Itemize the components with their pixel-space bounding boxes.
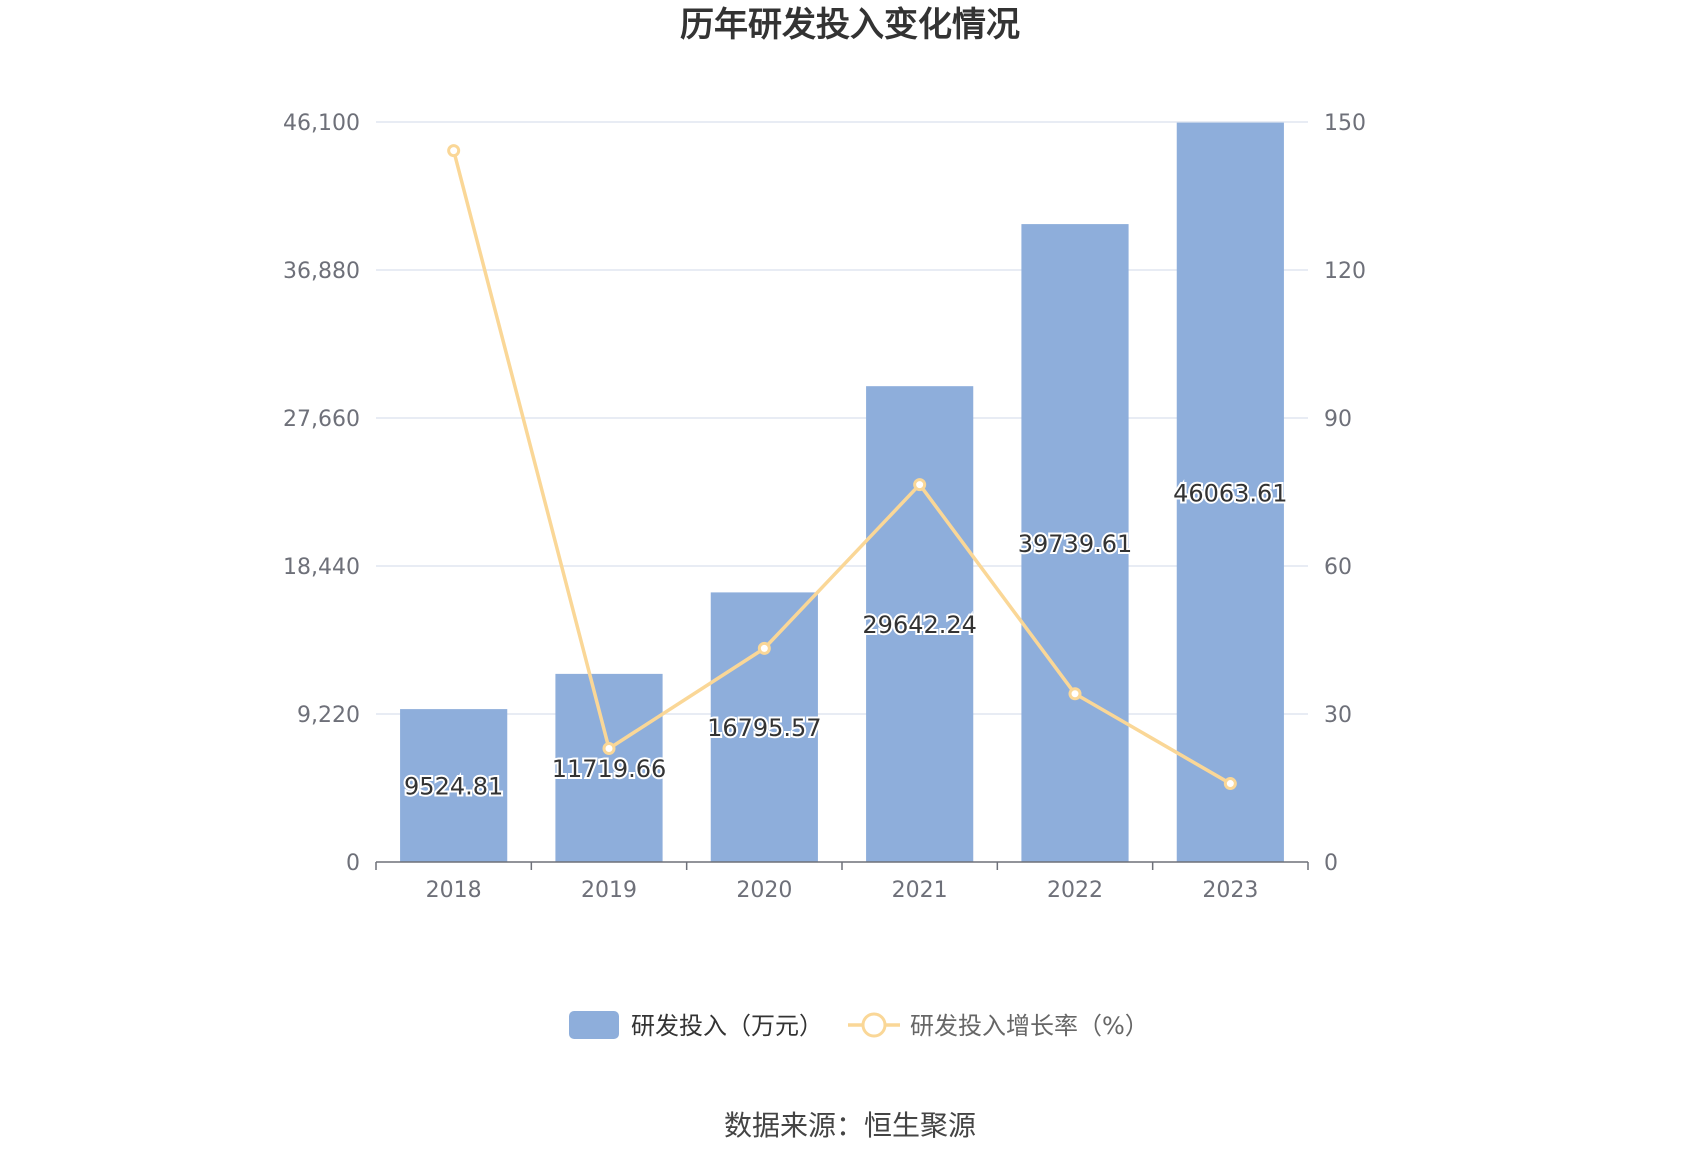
line-point[interactable]: [1223, 777, 1237, 791]
y-left-tick-label: 9,220: [297, 703, 360, 728]
y-right-tick-label: 120: [1324, 259, 1366, 284]
line-point[interactable]: [447, 144, 461, 158]
y-left-tick-label: 18,440: [283, 555, 360, 580]
bar[interactable]: [400, 709, 508, 862]
bar[interactable]: [1176, 122, 1284, 863]
x-tick-label: 2018: [426, 878, 482, 903]
bar[interactable]: [555, 673, 663, 862]
growth-rate-line: [451, 150, 1232, 786]
bar-data-label: 11719.66: [552, 755, 667, 783]
y-left-tick-label: 0: [346, 851, 360, 876]
line-series: [447, 144, 1237, 791]
line-point[interactable]: [602, 742, 616, 756]
line-point[interactable]: [757, 641, 771, 655]
x-tick-label: 2020: [736, 878, 792, 903]
data-source-note: 数据来源：恒生聚源: [724, 1109, 976, 1142]
y-right-tick-label: 30: [1324, 703, 1352, 728]
legend-swatch-marker: [861, 1012, 887, 1038]
x-tick-label: 2023: [1202, 878, 1258, 903]
grid-lines: [376, 121, 1308, 715]
x-tick-label: 2019: [581, 878, 637, 903]
bar-series: [400, 122, 1284, 863]
legend-item-growth-rate[interactable]: 研发投入增长率（%）: [848, 1012, 1149, 1040]
legend-label: 研发投入（万元）: [631, 1012, 823, 1040]
y-right-tick-label: 90: [1324, 407, 1352, 432]
axes: 0 9,220 18,440 27,660 36,880 46,100 0 30 60 90 120…: [283, 111, 1366, 903]
line-point[interactable]: [1068, 687, 1082, 701]
bar[interactable]: [866, 386, 974, 862]
y-left-tick-label: 27,660: [283, 407, 360, 432]
legend[interactable]: 研发投入（万元） 研发投入增长率（%）: [569, 1011, 1149, 1040]
y-left-tick-label: 46,100: [283, 111, 360, 136]
data-labels: 9524.81 11719.66 16795.57 29642.24 39739.61 4…: [402, 477, 1290, 802]
bar-data-label: 46063.61: [1173, 479, 1288, 507]
line-point[interactable]: [913, 478, 927, 492]
bar-data-label: 29642.24: [862, 611, 977, 639]
bar[interactable]: [710, 592, 818, 862]
x-tick-label: 2021: [892, 878, 948, 903]
legend-label: 研发投入增长率（%）: [910, 1012, 1149, 1040]
y-right-tick-label: 150: [1324, 111, 1366, 136]
chart-title: 历年研发投入变化情况: [680, 5, 1020, 45]
bar-data-label: 39739.61: [1018, 530, 1133, 558]
bar-data-label: 9524.81: [404, 773, 503, 801]
bar-data-label: 16795.57: [707, 714, 822, 742]
y-right-tick-label: 0: [1324, 851, 1338, 876]
y-right-tick-label: 60: [1324, 555, 1352, 580]
y-left-tick-label: 36,880: [283, 259, 360, 284]
legend-item-rd-investment[interactable]: 研发投入（万元）: [569, 1011, 823, 1040]
legend-swatch-bar: [569, 1011, 619, 1039]
bar[interactable]: [1021, 224, 1129, 863]
x-tick-label: 2022: [1047, 878, 1103, 903]
